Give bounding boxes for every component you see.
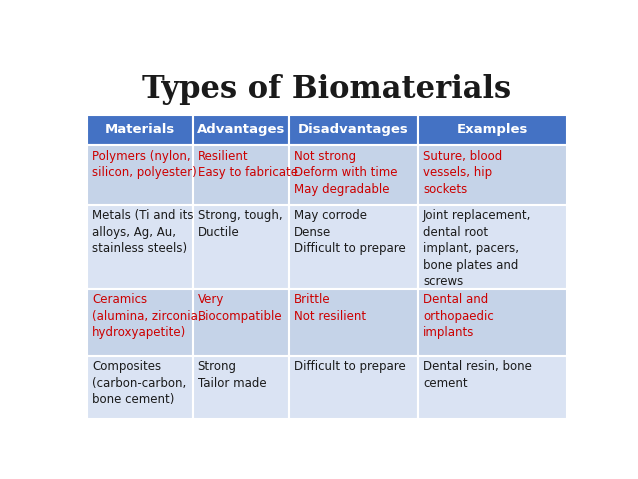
Bar — [288, 289, 418, 355]
Text: Polymers (nylon,
silicon, polyester): Polymers (nylon, silicon, polyester) — [92, 149, 197, 179]
Bar — [418, 289, 567, 355]
Text: Not strong
Deform with time
May degradable: Not strong Deform with time May degradab… — [293, 149, 397, 195]
Text: Resilient
Easy to fabricate: Resilient Easy to fabricate — [198, 149, 297, 179]
Bar — [87, 205, 193, 289]
Text: Disadvantages: Disadvantages — [298, 124, 409, 137]
Text: Metals (Ti and its
alloys, Ag, Au,
stainless steels): Metals (Ti and its alloys, Ag, Au, stain… — [92, 209, 193, 255]
Bar — [193, 145, 288, 205]
Text: Strong
Tailor made: Strong Tailor made — [198, 360, 266, 389]
Bar — [87, 145, 193, 205]
Bar — [193, 289, 288, 355]
Bar — [87, 114, 193, 145]
Bar — [193, 205, 288, 289]
Text: Composites
(carbon-carbon,
bone cement): Composites (carbon-carbon, bone cement) — [92, 360, 186, 406]
Bar — [193, 114, 288, 145]
Text: Ceramics
(alumina, zirconia,
hydroxyapetite): Ceramics (alumina, zirconia, hydroxyapet… — [92, 293, 202, 339]
Bar — [288, 205, 418, 289]
Text: Advantages: Advantages — [197, 124, 285, 137]
Bar — [418, 145, 567, 205]
Text: May corrode
Dense
Difficult to prepare: May corrode Dense Difficult to prepare — [293, 209, 405, 255]
Bar — [418, 355, 567, 419]
Bar — [288, 145, 418, 205]
Text: Strong, tough,
Ductile: Strong, tough, Ductile — [198, 209, 282, 239]
Bar — [288, 355, 418, 419]
Bar — [87, 289, 193, 355]
Text: Joint replacement,
dental root
implant, pacers,
bone plates and
screws: Joint replacement, dental root implant, … — [423, 209, 531, 288]
Bar — [87, 355, 193, 419]
Text: Very
Biocompatible: Very Biocompatible — [198, 293, 282, 323]
Text: Dental and
orthopaedic
implants: Dental and orthopaedic implants — [423, 293, 494, 339]
Bar — [288, 114, 418, 145]
Bar — [418, 114, 567, 145]
Text: Suture, blood
vessels, hip
sockets: Suture, blood vessels, hip sockets — [423, 149, 502, 195]
Text: Materials: Materials — [105, 124, 175, 137]
Text: Difficult to prepare: Difficult to prepare — [293, 360, 405, 373]
Text: Types of Biomaterials: Types of Biomaterials — [142, 74, 512, 105]
Text: Dental resin, bone
cement: Dental resin, bone cement — [423, 360, 532, 389]
Text: Examples: Examples — [457, 124, 528, 137]
Bar — [193, 355, 288, 419]
Text: Brittle
Not resilient: Brittle Not resilient — [293, 293, 366, 323]
Bar — [418, 205, 567, 289]
